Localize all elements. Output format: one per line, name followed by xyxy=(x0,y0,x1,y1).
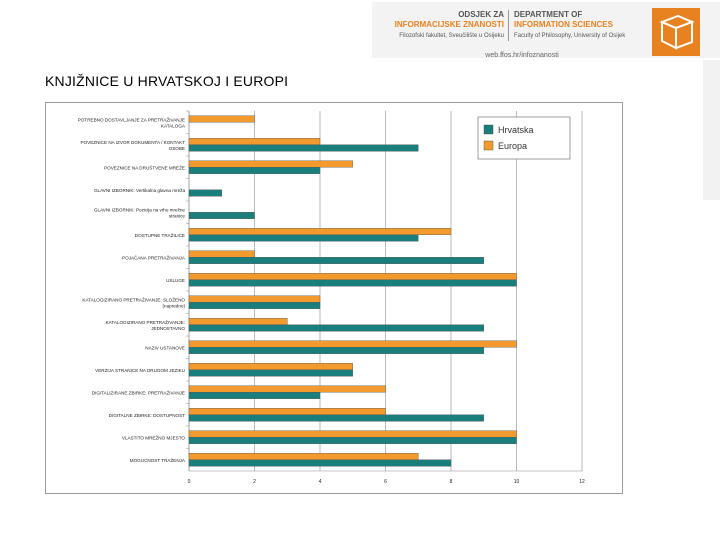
bar-europa xyxy=(188,430,517,438)
category-label: USLUGE xyxy=(166,278,185,283)
bar-europa xyxy=(188,228,452,235)
legend-label-hrvatska: Hrvatska xyxy=(498,125,534,135)
page-title: KNJIŽNICE U HRVATSKOJ I EUROPI xyxy=(45,73,289,89)
x-tick-label: 12 xyxy=(579,479,585,485)
category-label: DIGITALIZIRANE ZBIRKE: PRETRAŽIVANJE xyxy=(92,388,185,395)
bar-hrvatska xyxy=(188,437,517,444)
category-label: DIGITALNE ZBIRKE: DOSTUPNOST xyxy=(109,413,185,418)
category-label: POJAČANA PRETRAŽIVANJA xyxy=(122,253,186,260)
category-label-line: POTREBNO DOSTAVLJANJE ZA PRETRAŽIVANJE xyxy=(78,115,185,122)
category-label-line: NAZIV USTANOVE xyxy=(145,345,185,350)
category-label: VLASTITO MREŽNO MJESTO xyxy=(122,433,186,440)
bar-europa xyxy=(188,138,321,145)
category-label-line: POJAČANA PRETRAŽIVANJA xyxy=(122,253,186,260)
bar-hrvatska xyxy=(188,257,484,264)
category-label: POTREBNO DOSTAVLJANJE ZA PRETRAŽIVANJE KA… xyxy=(78,115,186,128)
category-label: GLAVNI IZBORNIK: Pozicija na vrhu mrežne… xyxy=(94,207,185,218)
bar-europa xyxy=(188,273,517,280)
category-label-line: DIGITALNE ZBIRKE: DOSTUPNOST xyxy=(109,413,185,418)
bar-hrvatska xyxy=(188,369,353,377)
category-label-line: JEDNOSTAVNO xyxy=(151,326,185,331)
x-tick-label: 4 xyxy=(319,479,322,485)
bar-europa xyxy=(188,363,353,370)
chart-frame: 0 2 4 6 8 10 12 POTREBNO DOSTAVLJANJE ZA PRETRA… xyxy=(45,102,623,494)
category-label: POVEZNICE NA IZVOR DOKUMENTA / KONTAKT OS… xyxy=(81,140,186,151)
category-label-line: KATALOGA xyxy=(161,123,186,128)
x-tick-label: 8 xyxy=(450,479,453,485)
legend-swatch-hrvatska xyxy=(483,124,494,135)
category-label-line: DOSTUPNE TRAŽILICE xyxy=(135,231,185,238)
bar-hrvatska xyxy=(188,414,484,422)
category-label-line: DIGITALIZIRANE ZBIRKE: PRETRAŽIVANJE xyxy=(92,388,185,395)
x-tick-label: 2 xyxy=(253,479,256,485)
dept-en-line2: INFORMATION SCIENCES xyxy=(514,20,613,29)
logo-english-block: DEPARTMENT OF INFORMATION SCIENCES Facul… xyxy=(508,10,646,41)
category-label-line: POVEZNICE NA DRUŠTVENE MREŽE xyxy=(104,163,185,170)
bar-europa xyxy=(188,250,255,258)
bar-europa xyxy=(188,318,288,325)
category-label-line: KATALOGIZIRANO PRETRAŽIVANJE: SLOŽENO xyxy=(82,295,185,302)
legend-label-europa: Europa xyxy=(498,141,527,151)
category-label-line: GLAVNI IZBORNIK: Vertikalna glavna mreža xyxy=(94,188,186,193)
department-url: web.ffos.hr/infoznanosti xyxy=(485,52,559,59)
category-label: MOGUĆNOST TRAŽENJA xyxy=(130,456,186,463)
legend-box xyxy=(477,116,571,160)
bar-hrvatska xyxy=(188,347,484,354)
bar-hrvatska xyxy=(188,279,517,287)
x-tick-label: 6 xyxy=(384,479,387,485)
category-label: DOSTUPNE TRAŽILICE xyxy=(135,231,185,238)
bar-europa xyxy=(188,115,255,123)
x-tick-label: 0 xyxy=(188,479,191,485)
category-label-line: stranice xyxy=(169,213,186,218)
department-logo: ODSJEK ZA INFORMACIJSKE ZNANOSTI Filozof… xyxy=(372,2,720,68)
x-tick-label: 10 xyxy=(514,479,520,485)
bar-hrvatska xyxy=(188,302,321,309)
bar-hrvatska xyxy=(188,167,321,174)
bar-hrvatska xyxy=(188,234,419,242)
bar-europa xyxy=(188,340,517,348)
category-label-line: MOGUĆNOST TRAŽENJA xyxy=(130,456,186,463)
category-label-line: VERZIJA STRANICE NA DRUGOM JEZIKU xyxy=(95,368,185,373)
dept-hr-line2: INFORMACIJSKE ZNANOSTI xyxy=(394,20,504,29)
legend-swatch-europa xyxy=(483,140,494,151)
category-label: KATALOGIZIRANO PRETRAŽIVANJE: JEDNOSTAVNO xyxy=(106,318,186,331)
bar-hrvatska xyxy=(188,189,222,197)
category-label-line: OSOBE xyxy=(169,146,185,151)
category-label: POVEZNICE NA DRUŠTVENE MREŽE xyxy=(104,163,185,170)
bar-hrvatska xyxy=(188,459,452,467)
category-label-line: KATALOGIZIRANO PRETRAŽIVANJE: xyxy=(106,318,185,325)
bar-europa xyxy=(188,385,386,393)
dept-en-line1: DEPARTMENT OF xyxy=(514,10,583,19)
bar-europa xyxy=(188,408,386,415)
category-label-line: GLAVNI IZBORNIK: Pozicija na vrhu mrežne xyxy=(94,207,185,212)
category-label-line: USLUGE xyxy=(166,278,185,283)
category-label-line: VLASTITO MREŽNO MJESTO xyxy=(122,433,186,440)
bar-europa xyxy=(188,160,353,168)
logo-croatian-block: ODSJEK ZA INFORMACIJSKE ZNANOSTI Filozof… xyxy=(380,10,504,41)
bar-hrvatska xyxy=(188,212,255,219)
dept-hr-line1: ODSJEK ZA xyxy=(458,10,504,19)
category-label: GLAVNI IZBORNIK: Vertikalna glavna mreža xyxy=(94,188,186,193)
category-label: NAZIV USTANOVE xyxy=(145,345,185,350)
bar-hrvatska xyxy=(188,392,321,399)
category-label-line: POVEZNICE NA IZVOR DOKUMENTA / KONTAKT xyxy=(81,140,186,145)
bar-chart: 0 2 4 6 8 10 12 POTREBNO DOSTAVLJANJE ZA PRETRA… xyxy=(78,110,585,485)
bar-europa xyxy=(188,453,419,460)
cube-logo-icon xyxy=(652,8,700,56)
bar-europa xyxy=(188,295,321,303)
edge-strip xyxy=(703,60,720,200)
category-label: KATALOGIZIRANO PRETRAŽIVANJE: SLOŽENO (na… xyxy=(82,295,185,308)
faculty-en: Faculty of Philosophy, University of Osi… xyxy=(514,33,626,39)
category-label-line: (napredno) xyxy=(163,303,186,308)
faculty-hr: Filozofski fakultet, Sveučilište u Osije… xyxy=(399,33,504,39)
bar-hrvatska xyxy=(188,324,484,332)
bar-hrvatska xyxy=(188,144,419,152)
category-label: VERZIJA STRANICE NA DRUGOM JEZIKU xyxy=(95,368,185,373)
